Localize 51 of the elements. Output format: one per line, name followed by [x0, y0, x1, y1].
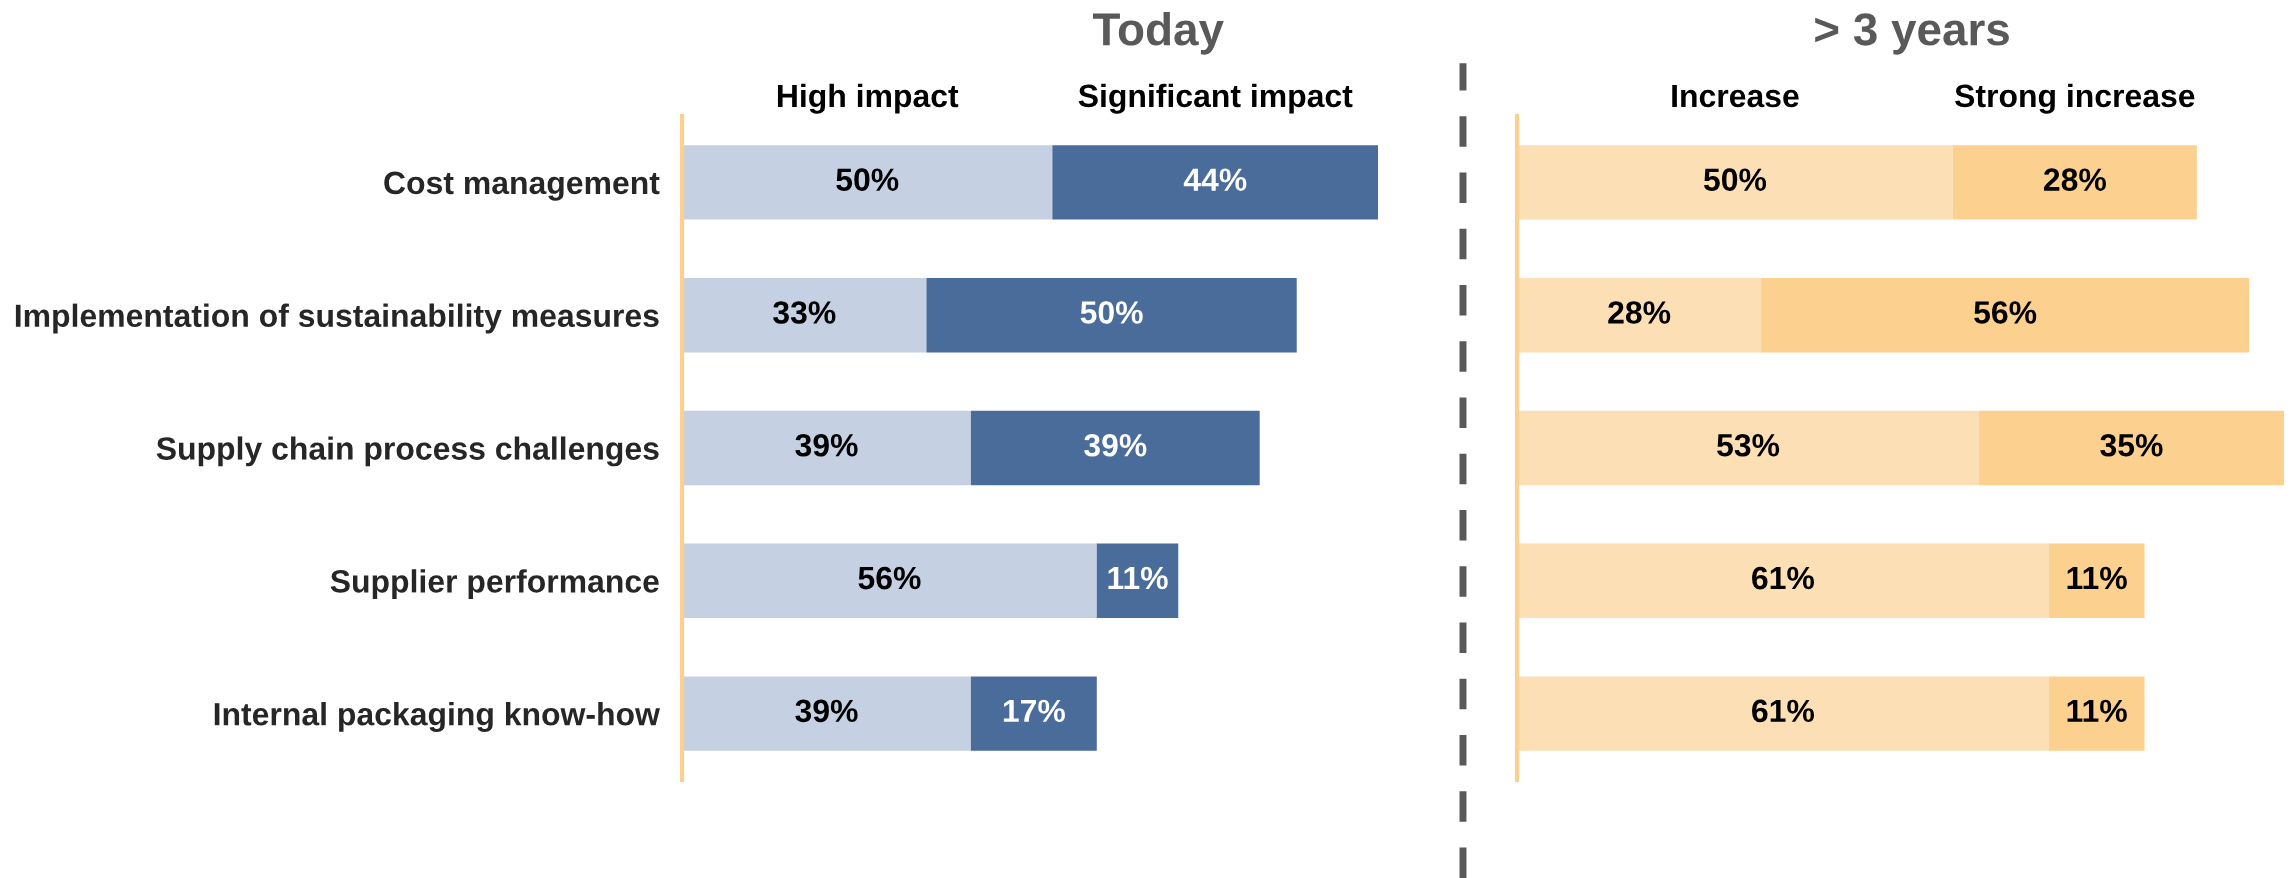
y-tick-label: Internal packaging know-how	[214, 702, 660, 732]
chart-title: Today	[1092, 11, 1224, 55]
data-label: 56%	[1974, 301, 2037, 324]
bar	[1952, 145, 2197, 220]
series-label: Significant impact	[1078, 83, 1353, 114]
data-label: 39%	[1084, 433, 1147, 457]
bar	[2048, 676, 2145, 751]
y-tick-label: Cost management	[384, 171, 660, 201]
bar	[1517, 145, 1953, 220]
bar	[682, 676, 971, 751]
bar	[1517, 410, 1979, 486]
bar	[1517, 543, 2049, 618]
data-label: 28%	[1608, 301, 1671, 324]
bar	[1761, 278, 2250, 353]
y-tick-label: Supply chain process challenges	[156, 436, 659, 467]
bar	[1517, 676, 2049, 751]
data-label: 50%	[836, 168, 899, 191]
bar	[1517, 278, 1762, 353]
chart-title: > 3 years	[1815, 13, 2009, 55]
data-label: 50%	[1080, 301, 1143, 324]
data-label: 44%	[1183, 168, 1247, 191]
data-label: 53%	[1717, 433, 1780, 457]
bar	[2048, 543, 2145, 618]
bar	[970, 676, 1097, 751]
data-label: 28%	[2043, 168, 2106, 191]
data-label: 61%	[1752, 566, 1814, 590]
series-label: Strong increase	[1955, 83, 2195, 114]
data-label: 33%	[773, 301, 836, 324]
bar	[926, 278, 1297, 353]
bar	[682, 145, 1053, 220]
data-label: 61%	[1752, 699, 1814, 723]
data-label: 35%	[2100, 433, 2163, 457]
data-label: 11%	[1108, 566, 1168, 590]
bar	[1096, 543, 1179, 618]
data-label: 39%	[795, 433, 858, 457]
bar	[682, 278, 927, 353]
y-tick-label: Supplier performance	[330, 569, 659, 600]
data-label: 11%	[2067, 699, 2127, 723]
data-label: 39%	[795, 699, 858, 723]
y-tick-label: Implementation of sustainability measures	[15, 303, 659, 334]
bar	[682, 410, 971, 486]
data-label: 50%	[1703, 168, 1767, 191]
series-label: Increase	[1672, 85, 1799, 108]
data-label: 11%	[2067, 566, 2127, 590]
data-label: 56%	[858, 566, 921, 590]
bar	[970, 410, 1260, 486]
bar	[1978, 410, 2284, 486]
series-label: High impact	[777, 83, 959, 114]
bar	[1052, 145, 1379, 220]
bar	[682, 543, 1097, 618]
data-label: 17%	[1003, 699, 1065, 723]
